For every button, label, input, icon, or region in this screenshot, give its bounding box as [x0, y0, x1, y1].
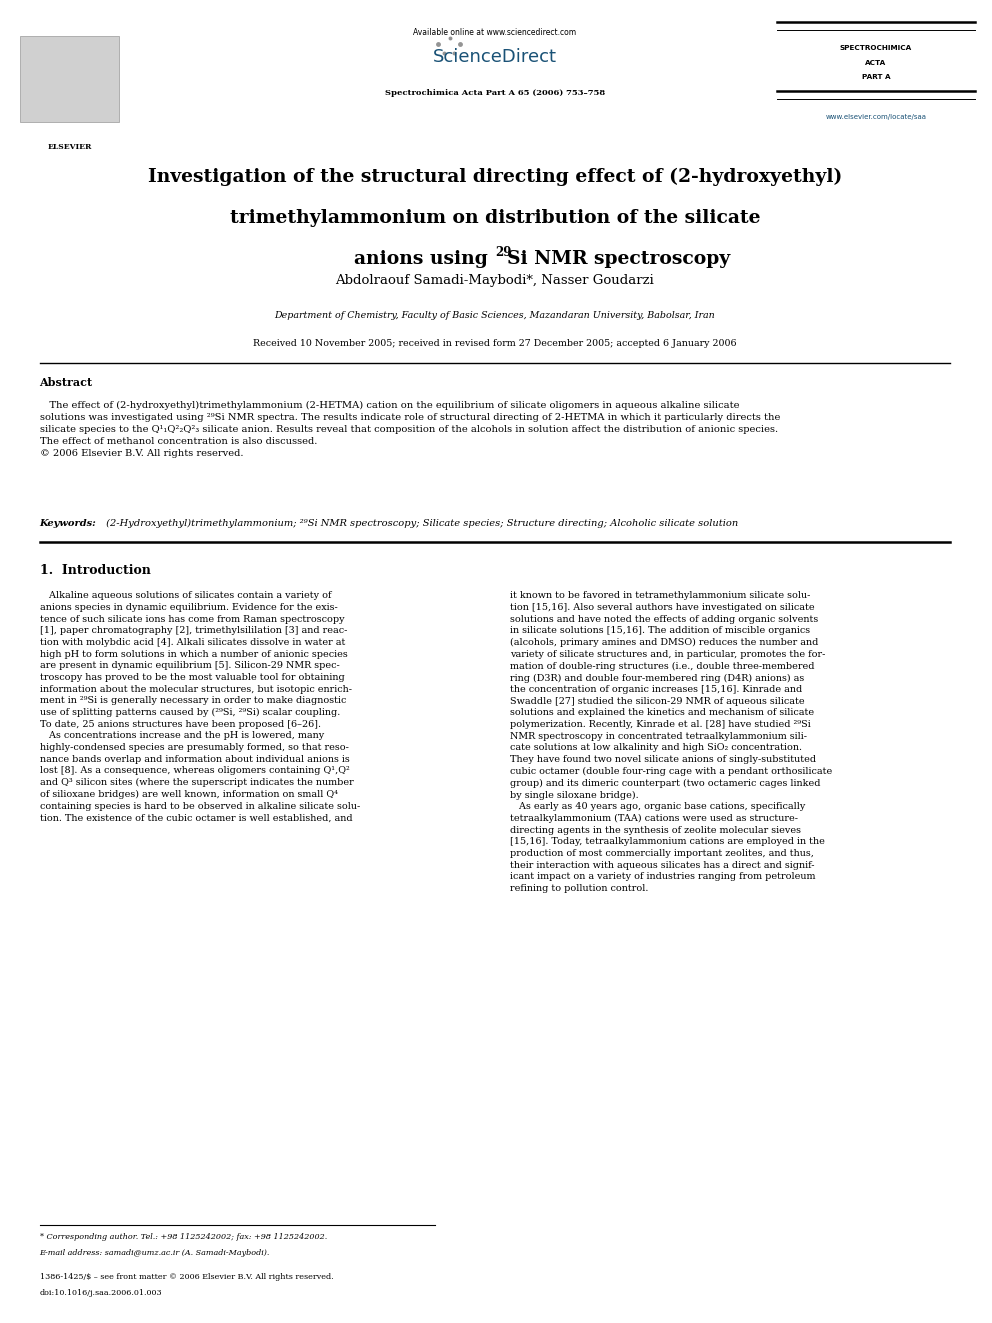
Text: Investigation of the structural directing effect of (2-hydroxyethyl): Investigation of the structural directin… — [148, 168, 842, 187]
Text: 1.  Introduction: 1. Introduction — [40, 564, 151, 577]
Text: Si NMR spectroscopy: Si NMR spectroscopy — [507, 250, 730, 269]
Text: Received 10 November 2005; received in revised form 27 December 2005; accepted 6: Received 10 November 2005; received in r… — [253, 339, 737, 348]
Text: The effect of (2-hydroxyethyl)trimethylammonium (2-HETMA) cation on the equilibr: The effect of (2-hydroxyethyl)trimethyla… — [40, 401, 780, 458]
Text: ScienceDirect: ScienceDirect — [433, 48, 557, 66]
Text: it known to be favored in tetramethylammonium silicate solu-
tion [15,16]. Also : it known to be favored in tetramethylamm… — [510, 591, 832, 893]
Text: Keywords:: Keywords: — [40, 519, 96, 528]
Text: ELSEVIER: ELSEVIER — [47, 143, 91, 151]
Text: E-mail address: samadi@umz.ac.ir (A. Samadi-Maybodi).: E-mail address: samadi@umz.ac.ir (A. Sam… — [40, 1249, 270, 1257]
Text: 1386-1425/$ – see front matter © 2006 Elsevier B.V. All rights reserved.: 1386-1425/$ – see front matter © 2006 El… — [40, 1273, 333, 1281]
Text: * Corresponding author. Tel.: +98 1125242002; fax: +98 1125242002.: * Corresponding author. Tel.: +98 112524… — [40, 1233, 326, 1241]
Text: PART A: PART A — [861, 74, 890, 81]
Text: doi:10.1016/j.saa.2006.01.003: doi:10.1016/j.saa.2006.01.003 — [40, 1289, 163, 1297]
Text: Available online at www.sciencedirect.com: Available online at www.sciencedirect.co… — [414, 28, 576, 37]
Text: ACTA: ACTA — [865, 60, 887, 66]
Bar — [20, 36, 119, 122]
Text: Alkaline aqueous solutions of silicates contain a variety of
anions species in d: Alkaline aqueous solutions of silicates … — [40, 591, 360, 823]
Text: anions using: anions using — [354, 250, 495, 269]
Text: (2-Hydroxyethyl)trimethylammonium; ²⁹Si NMR spectroscopy; Silicate species; Stru: (2-Hydroxyethyl)trimethylammonium; ²⁹Si … — [103, 519, 738, 528]
Text: Department of Chemistry, Faculty of Basic Sciences, Mazandaran University, Babol: Department of Chemistry, Faculty of Basi… — [275, 311, 715, 320]
Text: Abstract: Abstract — [40, 377, 92, 388]
Text: Abdolraouf Samadi-Maybodi*, Nasser Goudarzi: Abdolraouf Samadi-Maybodi*, Nasser Gouda… — [335, 274, 654, 287]
Text: www.elsevier.com/locate/saa: www.elsevier.com/locate/saa — [825, 114, 927, 120]
Text: Spectrochimica Acta Part A 65 (2006) 753–758: Spectrochimica Acta Part A 65 (2006) 753… — [385, 89, 605, 97]
Text: 29: 29 — [495, 246, 511, 259]
Text: SPECTROCHIMICA: SPECTROCHIMICA — [840, 45, 912, 52]
Text: trimethylammonium on distribution of the silicate: trimethylammonium on distribution of the… — [229, 209, 760, 228]
